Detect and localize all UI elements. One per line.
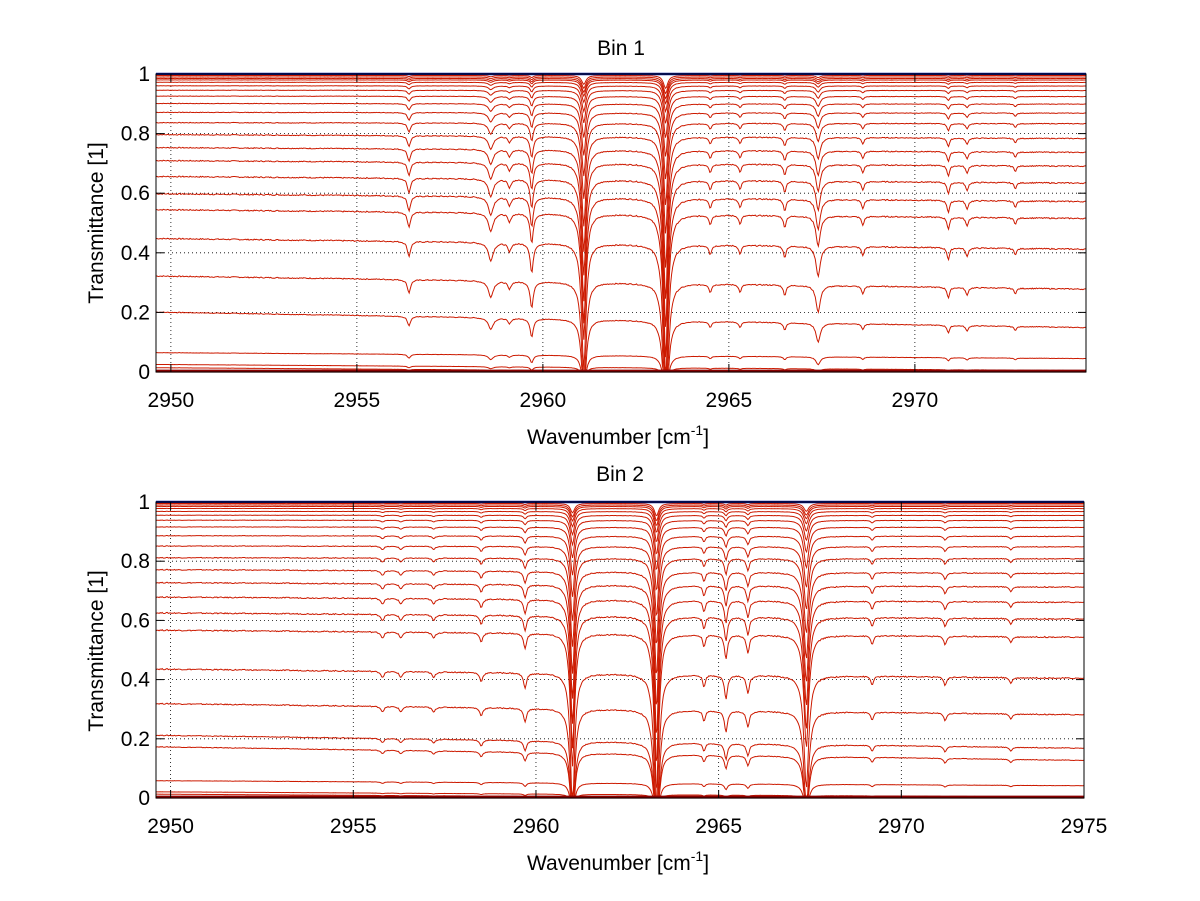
chart-title: Bin 2 xyxy=(596,463,644,486)
spectrum-curve xyxy=(155,667,1085,798)
panel-bin-1: 2950 2955 2960 2965 2970 0 0.2 0.4 0.6 0.8 1 Bin … xyxy=(85,37,1087,449)
spectrum-curve xyxy=(155,175,1087,358)
spectrum-curve xyxy=(155,502,1085,517)
x-ticks: 2950 2955 2960 2965 2970 xyxy=(148,74,939,412)
x-axis-label-suffix: ] xyxy=(703,852,709,875)
spectrum-curve xyxy=(155,79,1087,105)
x-tick-label: 2965 xyxy=(695,815,742,838)
x-tick-label: 2960 xyxy=(520,389,567,412)
spectrum-curve xyxy=(155,352,1087,372)
x-tick-label: 2970 xyxy=(878,815,925,838)
spectrum-curve xyxy=(155,208,1087,372)
spectrum-curve xyxy=(155,74,1087,90)
spectrum-curve xyxy=(155,111,1087,205)
spectrum-curve xyxy=(155,568,1085,705)
y-tick-label: 0.2 xyxy=(121,301,150,324)
y-ticks: 0 0.2 0.4 0.6 0.8 1 xyxy=(121,63,1086,384)
spectrum-curve xyxy=(155,81,1087,114)
spectrum-curve xyxy=(155,545,1085,644)
x-axis-label-sup: -1 xyxy=(691,848,704,864)
y-tick-label: 0.6 xyxy=(121,182,150,205)
spectrum-curve xyxy=(155,514,1085,555)
chart-title: Bin 1 xyxy=(597,37,645,60)
x-tick-label: 2970 xyxy=(892,389,939,412)
x-ticks: 2950 2955 2960 2965 2970 2975 xyxy=(147,502,1107,838)
y-tick-label: 0.8 xyxy=(121,123,150,146)
spectrum-curve xyxy=(155,275,1087,372)
axes-frame xyxy=(155,73,1087,373)
x-axis-label-suffix: ] xyxy=(703,426,709,449)
spectrum-curve xyxy=(155,702,1085,798)
spectrum-curve xyxy=(155,192,1087,372)
x-tick-label: 2950 xyxy=(147,815,194,838)
y-tick-label: 0.8 xyxy=(121,550,150,573)
spectrum-curve xyxy=(156,363,1087,372)
spectrum-curve xyxy=(155,746,1085,798)
panel-bin-2: 2950 2955 2960 2965 2970 2975 00.20.40.60.81 … xyxy=(85,463,1107,875)
y-axis-label: Transmittance [1] xyxy=(85,570,108,731)
spectrum-curve xyxy=(155,519,1085,571)
spectrum-curve xyxy=(155,311,1087,372)
spectrum-curve xyxy=(155,534,1085,617)
spectrum-curve xyxy=(155,581,1085,733)
spectrum-curve xyxy=(155,76,1087,95)
spectrum-curve xyxy=(155,611,1085,789)
x-axis-label-main: Wavenumber [cm xyxy=(527,426,691,449)
spectrum-curve xyxy=(155,85,1087,124)
spectrum-curve xyxy=(155,89,1087,138)
spectrum-curve xyxy=(155,237,1087,372)
x-tick-label: 2955 xyxy=(330,815,377,838)
y-tick-label: 0 xyxy=(138,787,150,810)
y-tick-label: 0.2 xyxy=(121,728,150,751)
spectrum-curve xyxy=(155,734,1085,798)
x-tick-label: 2955 xyxy=(334,389,381,412)
spectrum-curve xyxy=(155,95,1087,157)
spectrum-curve xyxy=(155,133,1087,268)
spectrum-curve xyxy=(155,146,1087,299)
spectrum-curve xyxy=(155,504,1085,522)
x-axis-label: Wavenumber [cm-1] xyxy=(527,848,709,875)
spectrum-curve xyxy=(155,159,1087,327)
spectrum-curve xyxy=(155,556,1085,674)
x-tick-label: 2950 xyxy=(148,389,195,412)
axes-frame xyxy=(155,501,1085,799)
spectrum-curve xyxy=(155,629,1085,798)
spectrum-curve xyxy=(155,102,1087,180)
spectrum-curve xyxy=(155,780,1085,798)
y-tick-label: 1 xyxy=(138,491,150,514)
x-axis-label: Wavenumber [cm-1] xyxy=(527,422,709,449)
y-tick-label: 0.4 xyxy=(121,242,151,265)
x-tick-label: 2965 xyxy=(706,389,753,412)
y-ticks: 0 0.2 0.4 0.6 0.8 1 xyxy=(121,491,1084,810)
spectrum-curve xyxy=(155,510,1085,543)
y-tick-label: 0.6 xyxy=(121,609,150,632)
spectra-curves xyxy=(155,72,1087,373)
spectrum-curve xyxy=(155,77,1087,100)
spectra-curves xyxy=(155,500,1085,799)
spectrum-curve xyxy=(155,526,1085,591)
y-tick-label: 0.4 xyxy=(121,669,151,692)
x-axis-label-sup: -1 xyxy=(691,422,704,438)
spectrum-curve xyxy=(155,595,1085,762)
y-tick-label: 1 xyxy=(138,63,150,86)
x-tick-label: 2975 xyxy=(1061,815,1108,838)
spectrum-curve xyxy=(155,507,1085,533)
x-tick-label: 2960 xyxy=(513,815,560,838)
y-axis-label: Transmittance [1] xyxy=(85,142,108,303)
x-axis-label-main: Wavenumber [cm xyxy=(527,852,691,875)
spectrum-curve xyxy=(155,121,1087,234)
y-tick-label: 0 xyxy=(138,361,150,384)
spectrum-curve xyxy=(155,505,1085,526)
